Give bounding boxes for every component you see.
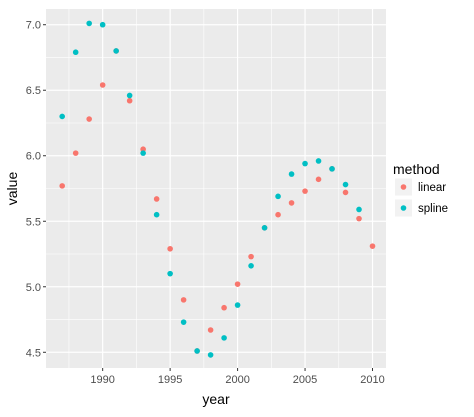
x-tick-label: 2010 (360, 374, 384, 386)
data-point-linear (248, 253, 254, 260)
data-point-linear (369, 243, 376, 249)
legend-title: method (393, 161, 440, 177)
data-point-spline (315, 158, 322, 164)
legend-marker-linear (400, 184, 407, 190)
data-point-spline (140, 150, 146, 156)
data-point-linear (356, 215, 362, 222)
data-point-linear (315, 176, 322, 183)
data-point-spline (72, 49, 79, 56)
data-point-spline (356, 206, 362, 213)
data-point-linear (275, 211, 281, 218)
data-point-spline (180, 319, 187, 325)
data-point-spline (302, 160, 308, 167)
y-axis-title: value (4, 172, 20, 206)
data-point-spline (153, 211, 160, 218)
data-point-spline (126, 92, 133, 99)
data-point-linear (167, 245, 173, 252)
data-point-spline (248, 263, 254, 269)
data-point-spline (234, 302, 241, 308)
x-tick-label: 2000 (225, 374, 249, 386)
data-point-linear (72, 150, 79, 156)
legend-marker-spline (400, 205, 407, 211)
data-point-linear (140, 146, 146, 152)
y-tick-label: 6.0 (26, 151, 41, 163)
y-tick-label: 5.0 (26, 282, 41, 294)
data-point-linear (302, 188, 308, 194)
y-tick-label: 6.5 (26, 85, 41, 97)
data-point-linear (288, 200, 295, 206)
data-point-spline (99, 21, 106, 28)
y-tick-label: 7.0 (26, 20, 41, 32)
x-tick-label: 1995 (158, 374, 182, 386)
data-point-linear (342, 189, 349, 196)
y-tick-label: 4.5 (26, 347, 41, 359)
data-point-linear (86, 116, 92, 122)
data-point-spline (167, 270, 173, 277)
y-tick-label: 5.5 (26, 216, 41, 228)
data-point-spline (275, 193, 281, 200)
data-point-spline (342, 181, 349, 188)
legend-label-spline: spline (418, 203, 448, 215)
x-tick-label: 2005 (293, 374, 317, 386)
data-point-linear (99, 82, 106, 88)
data-point-spline (59, 113, 65, 120)
data-point-linear (126, 97, 133, 104)
legend-label-linear: linear (418, 182, 446, 194)
data-point-linear (207, 327, 214, 333)
data-point-linear (180, 297, 187, 303)
data-point-spline (86, 20, 92, 27)
data-point-spline (194, 348, 200, 354)
data-point-spline (288, 171, 295, 177)
data-point-linear (221, 304, 227, 311)
data-point-spline (329, 166, 335, 172)
data-point-linear (59, 183, 65, 189)
data-point-linear (234, 281, 241, 287)
point-layer (59, 20, 376, 358)
x-tick-label: 1990 (90, 374, 114, 386)
data-point-spline (221, 335, 227, 341)
data-point-linear (153, 196, 160, 202)
data-point-spline (113, 48, 119, 54)
legend: method linear spline (393, 161, 448, 217)
x-axis-title: year (202, 391, 230, 407)
grid-layer (46, 9, 386, 368)
data-point-spline (261, 225, 268, 231)
data-point-spline (207, 352, 214, 358)
tick-layer: 4.5 5.0 5.5 6.0 6.5 7.0 1990 1995 2000 2005 2010 (26, 20, 385, 386)
